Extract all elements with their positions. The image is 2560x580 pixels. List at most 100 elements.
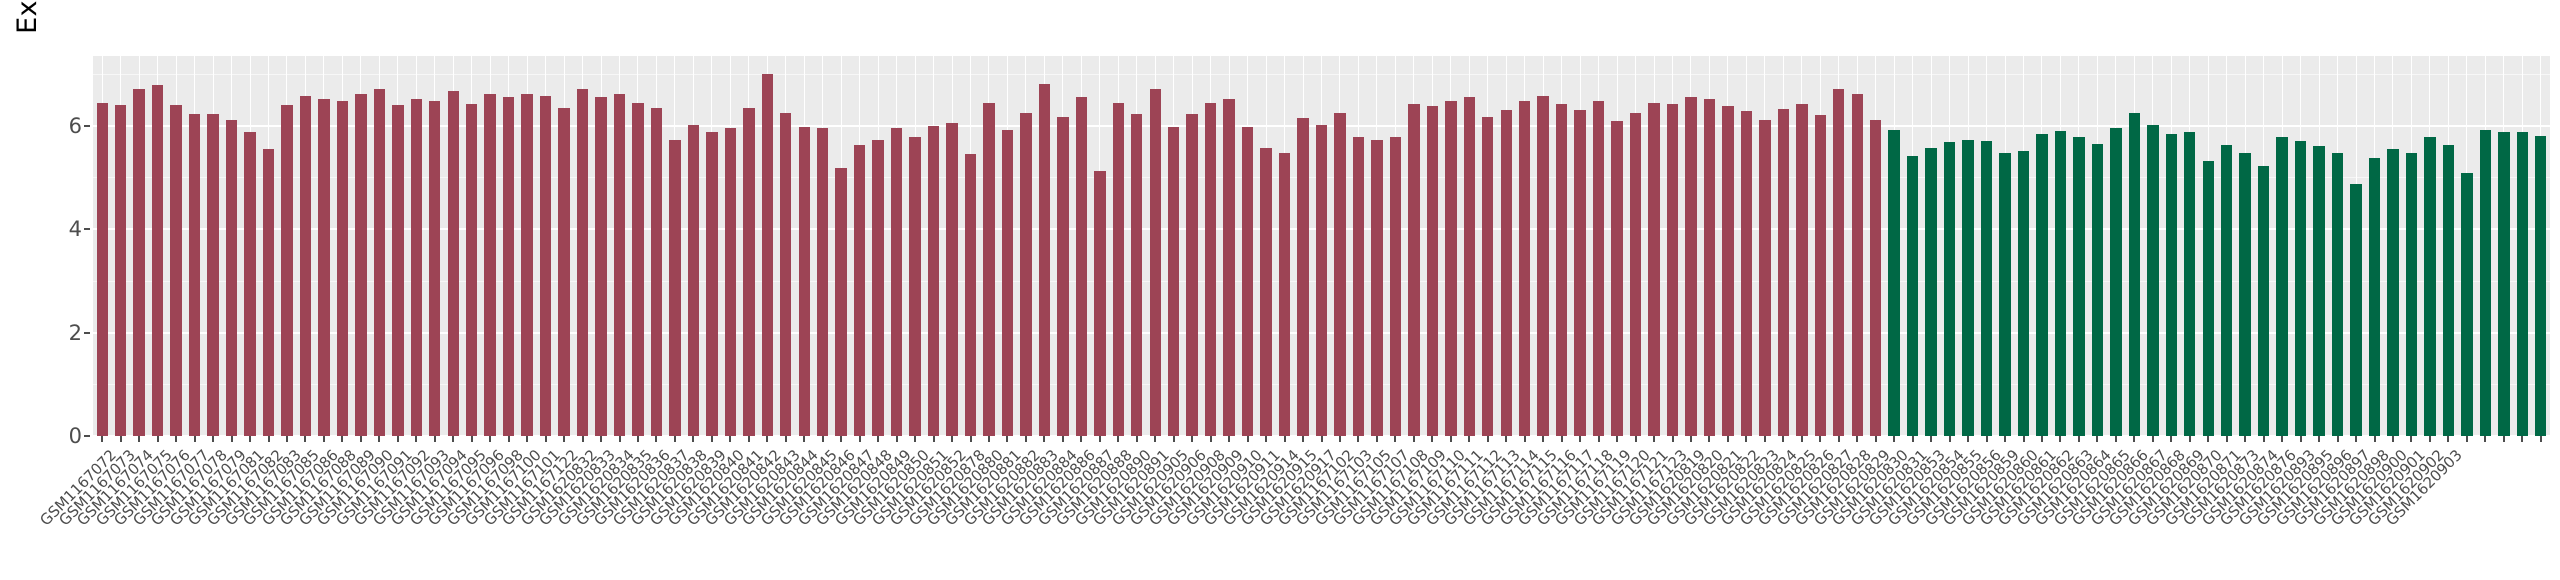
- bar: [1223, 98, 1235, 436]
- x-axis-tick-mark: [1117, 436, 1120, 442]
- bar: [170, 105, 182, 436]
- y-axis-ticks: 0 2 4 6: [0, 0, 93, 580]
- x-axis-tick-mark: [1394, 436, 1397, 442]
- x-axis-tick-mark: [618, 436, 621, 442]
- x-axis-tick-mark: [2391, 436, 2394, 442]
- x-axis-tick-mark: [1265, 436, 1268, 442]
- x-axis-tick-mark: [821, 436, 824, 442]
- bar: [1038, 84, 1051, 436]
- x-axis-tick-mark: [1874, 436, 1877, 442]
- x-axis-tick-mark: [2059, 436, 2062, 442]
- bar: [429, 100, 441, 436]
- bar: [1278, 152, 1291, 436]
- x-axis-tick-mark: [1191, 436, 1194, 442]
- x-axis-tick-mark: [581, 436, 584, 442]
- bar: [447, 90, 459, 436]
- x-axis-tick-mark: [2465, 436, 2468, 442]
- bar: [1666, 104, 1679, 436]
- bar: [780, 112, 792, 436]
- x-axis-tick-marks: [93, 436, 2550, 446]
- x-axis-tick-mark: [2355, 436, 2358, 442]
- y-axis-tick-label: 2: [68, 320, 82, 345]
- x-axis-tick-mark: [877, 436, 880, 442]
- x-axis-tick-mark: [636, 436, 639, 442]
- x-axis-tick-mark: [396, 436, 399, 442]
- bar: [724, 128, 737, 436]
- bar: [502, 97, 515, 436]
- x-axis-tick-mark: [840, 436, 843, 442]
- bar: [355, 93, 367, 436]
- x-axis-tick-mark: [1523, 436, 1526, 442]
- bar: [687, 124, 700, 436]
- bar: [539, 95, 552, 436]
- bar: [1334, 112, 1346, 436]
- x-axis-tick-mark: [600, 436, 603, 442]
- bar: [2313, 146, 2325, 436]
- bar: [299, 95, 312, 436]
- bar: [1186, 114, 1198, 436]
- y-axis-tick-mark: [84, 435, 90, 437]
- bar: [2239, 152, 2251, 436]
- bar: [207, 114, 219, 436]
- x-axis-tick-mark: [415, 436, 418, 442]
- bar: [2165, 133, 2178, 436]
- x-axis-tick-mark: [2114, 436, 2117, 442]
- x-axis-tick-mark: [1653, 436, 1656, 442]
- x-axis-tick-mark: [452, 436, 455, 442]
- x-axis-tick-mark: [932, 436, 935, 442]
- x-axis-tick-mark: [101, 436, 104, 442]
- x-axis-tick-mark: [1967, 436, 1970, 442]
- x-axis-tick-mark: [1948, 436, 1951, 442]
- bar: [2535, 136, 2547, 436]
- x-axis-tick-mark: [322, 436, 325, 442]
- x-axis-tick-mark: [2077, 436, 2080, 442]
- x-axis-tick-mark: [2373, 436, 2376, 442]
- bar: [964, 154, 977, 436]
- x-axis-tick-mark: [1154, 436, 1157, 442]
- bar: [1426, 106, 1439, 436]
- x-axis-tick-mark: [2521, 436, 2524, 442]
- x-axis-tick-mark: [2262, 436, 2265, 442]
- bar: [1167, 126, 1180, 436]
- x-axis-tick-mark: [1338, 436, 1341, 442]
- bar: [1518, 100, 1531, 436]
- bar: [1204, 102, 1217, 436]
- bar: [1925, 147, 1937, 436]
- x-axis-tick-mark: [1228, 436, 1231, 442]
- x-axis-tick-mark: [2004, 436, 2007, 442]
- x-axis-tick-mark: [563, 436, 566, 442]
- x-axis-tick-mark: [2096, 436, 2099, 442]
- x-axis-tick-mark: [2207, 436, 2210, 442]
- bar: [1020, 112, 1032, 436]
- bar: [1131, 114, 1143, 436]
- bar: [576, 88, 589, 436]
- bar: [1574, 110, 1586, 436]
- bar: [465, 104, 478, 436]
- bar: [1703, 98, 1716, 436]
- x-axis-tick-mark: [1024, 436, 1027, 442]
- bar: [650, 107, 663, 436]
- x-axis-tick-mark: [1597, 436, 1600, 442]
- bar: [2202, 160, 2214, 436]
- bar: [1371, 140, 1383, 436]
- x-axis-tick-mark: [526, 436, 529, 442]
- bar: [133, 88, 145, 436]
- bar: [1408, 104, 1420, 436]
- x-axis-tick-mark: [858, 436, 861, 442]
- bar: [946, 123, 958, 436]
- bar: [1482, 116, 1494, 436]
- bar: [1297, 118, 1309, 436]
- bar: [1001, 129, 1014, 436]
- bar: [1537, 95, 1549, 436]
- bar: [2442, 145, 2455, 436]
- x-axis-tick-mark: [1708, 436, 1711, 442]
- x-axis-tick-mark: [987, 436, 990, 442]
- bar: [909, 137, 921, 436]
- x-axis-tick-mark: [1357, 436, 1360, 442]
- x-axis-tick-mark: [1080, 436, 1083, 442]
- bar: [1555, 104, 1568, 436]
- bar: [1500, 110, 1512, 436]
- bar: [336, 100, 349, 436]
- bar: [281, 105, 293, 436]
